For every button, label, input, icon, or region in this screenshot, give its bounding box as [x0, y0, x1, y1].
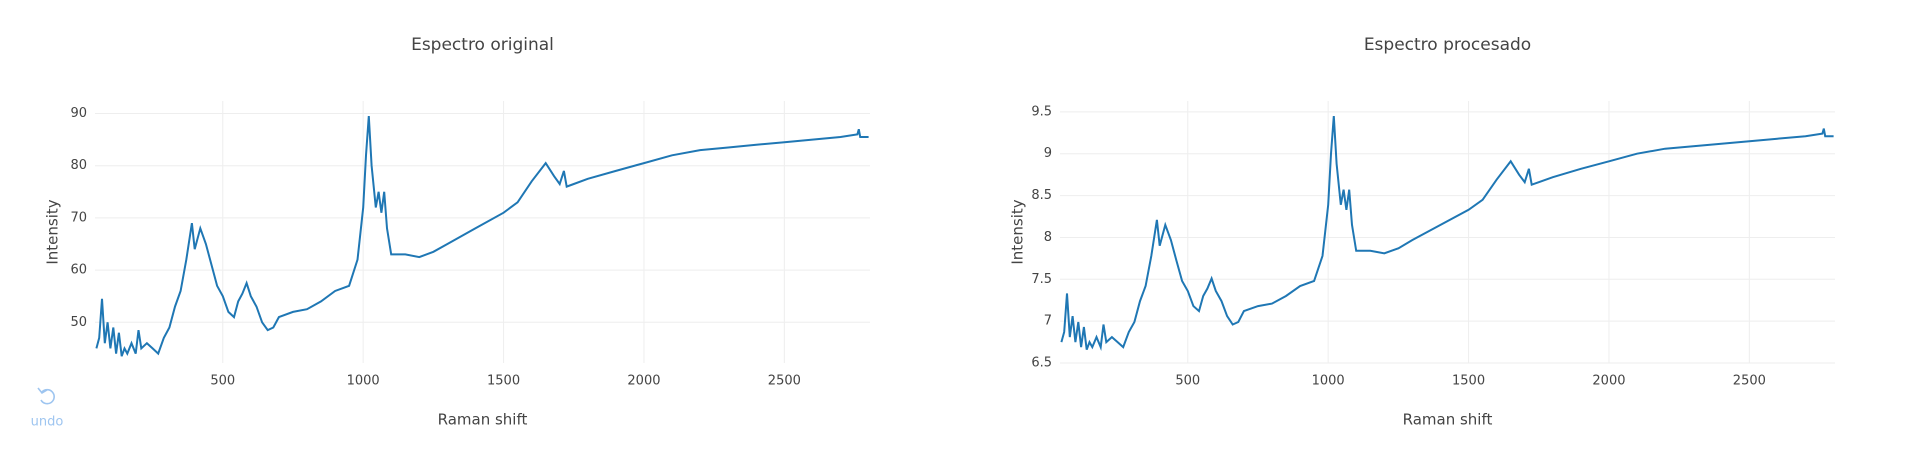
- y-tick-label: 70: [70, 210, 87, 225]
- undo-button[interactable]: undo: [31, 387, 64, 430]
- x-tick-label: 2500: [768, 374, 801, 389]
- y-axis-title: Intensity: [1009, 199, 1027, 264]
- y-tick-label: 6.5: [1031, 356, 1052, 371]
- data-line: [1060, 116, 1834, 351]
- x-tick-label: 1500: [487, 374, 520, 389]
- y-tick-label: 90: [70, 106, 87, 121]
- y-tick-label: 80: [70, 158, 87, 173]
- y-tick-label: 8.5: [1031, 188, 1052, 203]
- x-tick-label: 2500: [1733, 374, 1766, 389]
- y-tick-label: 50: [70, 315, 87, 330]
- data-line: [95, 116, 869, 357]
- x-tick-label: 2000: [627, 374, 660, 389]
- y-tick-label: 60: [70, 263, 87, 278]
- x-tick-label: 2000: [1592, 374, 1625, 389]
- x-tick-label: 500: [1175, 374, 1200, 389]
- y-tick-label: 7: [1044, 314, 1052, 329]
- x-tick-label: 1000: [347, 374, 380, 389]
- y-tick-label: 7.5: [1031, 272, 1052, 287]
- y-tick-label: 9.5: [1031, 104, 1052, 119]
- y-axis-title: Intensity: [44, 199, 62, 264]
- x-axis-title: Raman shift: [1403, 411, 1493, 429]
- undo-icon: [37, 387, 48, 395]
- x-tick-label: 1500: [1452, 374, 1485, 389]
- x-axis-title: Raman shift: [438, 411, 528, 429]
- chart-title: Espectro original: [411, 35, 554, 55]
- x-tick-label: 500: [210, 374, 235, 389]
- y-tick-label: 8: [1044, 230, 1052, 245]
- undo-label[interactable]: undo: [31, 415, 64, 430]
- chart-title: Espectro procesado: [1364, 35, 1531, 55]
- y-tick-label: 9: [1044, 146, 1052, 161]
- x-tick-label: 1000: [1312, 374, 1345, 389]
